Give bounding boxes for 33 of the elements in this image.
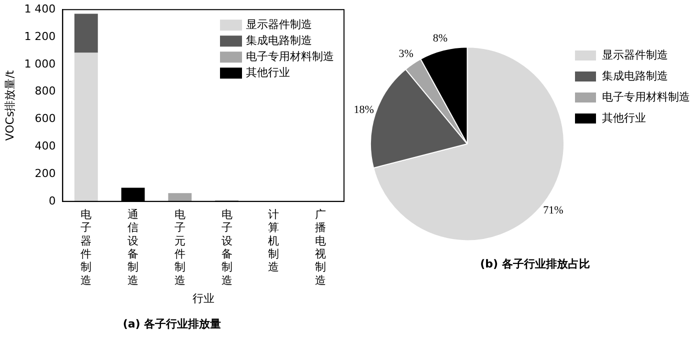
bar	[74, 52, 98, 202]
text: (a) 各子行业排放量	[122, 317, 222, 330]
x-tick-label: 通信设备制造	[128, 208, 139, 287]
data-label: 3%	[398, 48, 414, 60]
x-tick-label: 广播电视制造	[315, 208, 326, 287]
y-tick-label: 0	[48, 194, 56, 208]
text: (b) 各子行业排放占比	[480, 257, 590, 270]
legend-label: 电子专用材料制造	[246, 50, 334, 63]
x-axis-title: 行业	[192, 292, 214, 306]
data-label: 8%	[432, 32, 448, 44]
legend-label: 其他行业	[246, 66, 290, 79]
y-tick-label: 800	[34, 84, 56, 98]
legend-label: 集成电路制造	[246, 34, 312, 47]
legend-label: 其他行业	[602, 111, 646, 124]
y-axis-title: VOCs排放量/t	[3, 70, 16, 141]
y-tick-label: 400	[34, 139, 56, 152]
y-tick-label: 1 000	[24, 57, 56, 70]
legend-label: 显示器件制造	[602, 48, 668, 62]
data-label: 71%	[543, 204, 564, 216]
bar	[168, 193, 192, 202]
legend-label: 电子专用材料制造	[602, 90, 690, 104]
y-tick-label: 1 200	[24, 30, 56, 43]
y-tick-label: 600	[34, 112, 56, 126]
x-tick-label: 电子器件制造	[80, 208, 92, 287]
x-tick-label: 电子元件制造	[174, 208, 186, 287]
legend-label: 显示器件制造	[246, 18, 312, 31]
x-tick-label: 电子设备制造	[221, 208, 232, 287]
y-tick-label: 1 400	[24, 2, 56, 16]
legend-label: 集成电路制造	[602, 69, 668, 82]
y-tick-label: 200	[34, 166, 56, 180]
data-label: 18%	[354, 104, 374, 116]
bar	[74, 14, 98, 53]
x-tick-label: 计算机制造	[268, 208, 280, 274]
